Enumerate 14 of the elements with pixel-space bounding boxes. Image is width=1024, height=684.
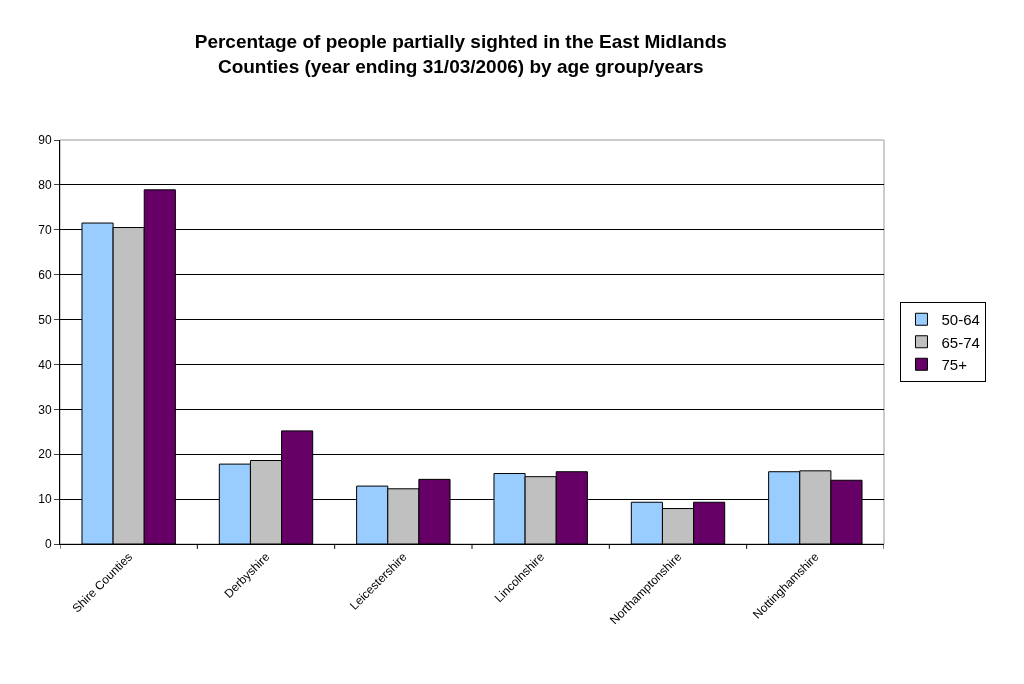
- legend-label: 50-64: [941, 311, 980, 329]
- legend-label: 75+: [941, 356, 968, 374]
- legend-label: 65-74: [941, 333, 980, 351]
- y-tick-label: 70: [38, 222, 52, 237]
- y-tick-label: 20: [38, 447, 52, 462]
- y-tick-label: 10: [38, 492, 52, 507]
- y-tick-label: 80: [38, 178, 52, 193]
- y-tick-label: 40: [38, 357, 52, 372]
- y-tick-label: 50: [38, 312, 52, 327]
- y-tick-label: 30: [38, 402, 52, 417]
- y-tick-label: 60: [38, 267, 52, 282]
- y-tick-label: 0: [44, 537, 52, 552]
- chart-title: Percentage of people partially sighted in the East Midlands Counties (year ending 31/03/2006) by age group/years: [194, 30, 727, 77]
- y-tick-label: 90: [38, 133, 52, 148]
